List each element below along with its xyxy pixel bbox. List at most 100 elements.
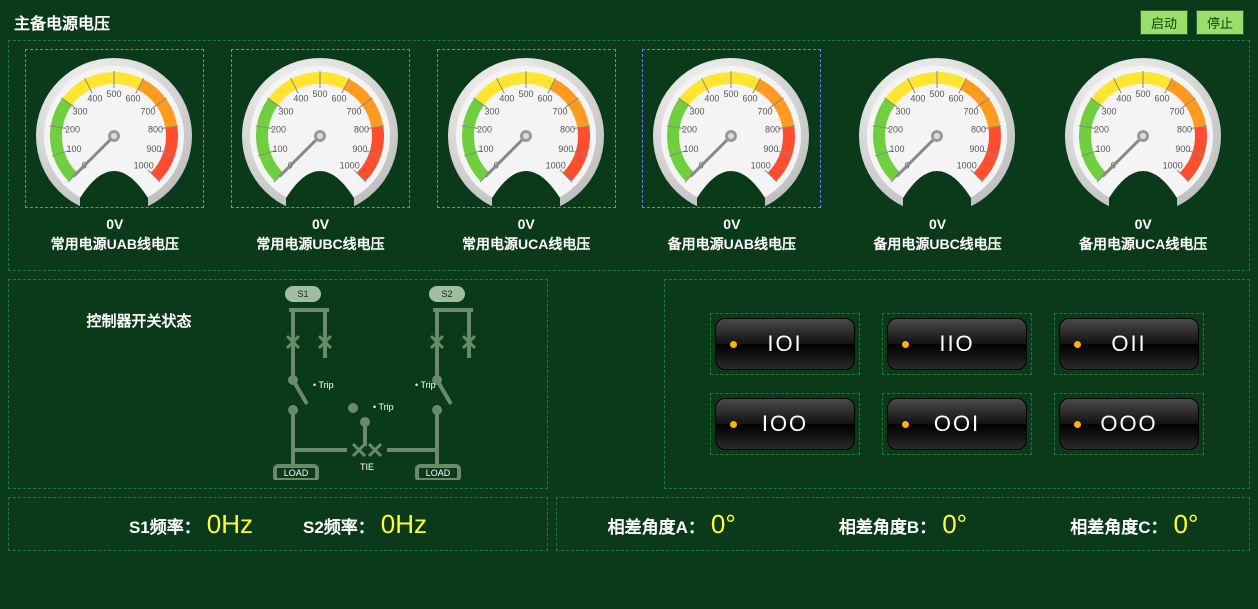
pattern-button-label: IOO [762,411,808,437]
svg-text:900: 900 [147,144,162,154]
gauge-widget[interactable]: 01002003004005006007008009001000 [644,51,819,206]
gauge-label: 备用电源UBC线电压 [838,234,1038,254]
svg-text:700: 700 [141,106,156,116]
svg-text:800: 800 [148,124,163,134]
gauge-label: 常用电源UBC线电压 [221,234,421,254]
svg-text:500: 500 [1135,89,1150,99]
svg-text:200: 200 [271,124,286,134]
pattern-button-label: OOO [1100,411,1157,437]
switch-state-title: 控制器开关状态 [9,280,269,488]
metric-value: 0Hz [207,509,253,540]
indicator-dot-icon [902,341,909,348]
gauge-label: 常用电源UCA线电压 [426,234,626,254]
svg-text:900: 900 [558,144,573,154]
gauge-value: 0V [632,216,832,232]
svg-text:400: 400 [293,94,308,104]
s2-label: S2 [441,289,452,299]
gauge-cell: 01002003004005006007008009001000 0V 常用电源… [221,51,421,254]
svg-text:900: 900 [352,144,367,154]
gauge-cell: 01002003004005006007008009001000 0V 备用电源… [1043,51,1243,254]
switch-diagram: S1 S2 • Trip • Trip • Trip TIE LOAD LOAD [269,280,547,488]
svg-text:400: 400 [910,94,925,104]
gauge-widget[interactable]: 01002003004005006007008009001000 [439,51,614,206]
svg-text:600: 600 [126,94,141,104]
svg-text:500: 500 [518,89,533,99]
indicator-dot-icon [730,421,737,428]
svg-text:600: 600 [949,94,964,104]
svg-text:300: 300 [279,106,294,116]
pattern-button[interactable]: OII [1059,318,1199,370]
svg-text:200: 200 [477,124,492,134]
pattern-panel: IOI IIO OII IOO OOI OOO [664,279,1250,489]
pattern-button-label: IIO [939,331,974,357]
pattern-button[interactable]: IIO [887,318,1027,370]
svg-text:300: 300 [896,106,911,116]
pattern-button-label: OOI [934,411,980,437]
gauges-panel: 01002003004005006007008009001000 0V 常用电源… [8,40,1250,271]
gauge-widget[interactable]: 01002003004005006007008009001000 [850,51,1025,206]
svg-text:200: 200 [65,124,80,134]
svg-text:1000: 1000 [751,161,771,171]
gauge-value: 0V [426,216,626,232]
svg-text:500: 500 [107,89,122,99]
svg-text:100: 100 [478,144,493,154]
gauge-value: 0V [221,216,421,232]
svg-text:700: 700 [1169,106,1184,116]
svg-text:700: 700 [346,106,361,116]
svg-text:900: 900 [1175,144,1190,154]
svg-text:800: 800 [1177,124,1192,134]
gauge-cell: 01002003004005006007008009001000 0V 备用电源… [838,51,1038,254]
indicator-dot-icon [1074,341,1081,348]
svg-text:1000: 1000 [134,161,154,171]
pattern-button[interactable]: IOO [715,398,855,450]
trip-label-2: • Trip [415,380,436,390]
svg-text:300: 300 [1101,106,1116,116]
svg-text:600: 600 [332,94,347,104]
svg-text:600: 600 [743,94,758,104]
s1-label: S1 [297,289,308,299]
gauge-label: 备用电源UCA线电压 [1043,234,1243,254]
svg-text:500: 500 [312,89,327,99]
svg-text:700: 700 [963,106,978,116]
svg-text:800: 800 [765,124,780,134]
gauge-cell: 01002003004005006007008009001000 0V 常用电源… [15,51,215,254]
svg-text:100: 100 [67,144,82,154]
trip-label-1: • Trip [313,380,334,390]
pattern-button[interactable]: OOO [1059,398,1199,450]
pattern-button[interactable]: IOI [715,318,855,370]
gauge-widget[interactable]: 01002003004005006007008009001000 [1056,51,1231,206]
load-label-2: LOAD [426,468,451,478]
svg-text:200: 200 [1094,124,1109,134]
svg-text:300: 300 [73,106,88,116]
metric-value: 0Hz [381,509,427,540]
metric-label: S2频率： [303,513,375,538]
trip-label-3: • Trip [373,402,394,412]
frequency-panel: S1频率：0HzS2频率：0Hz [8,497,548,551]
svg-text:100: 100 [1095,144,1110,154]
svg-text:800: 800 [560,124,575,134]
gauge-widget[interactable]: 01002003004005006007008009001000 [233,51,408,206]
svg-text:300: 300 [484,106,499,116]
svg-text:100: 100 [273,144,288,154]
gauge-label: 常用电源UAB线电压 [15,234,215,254]
svg-text:500: 500 [724,89,739,99]
svg-text:1000: 1000 [1162,161,1182,171]
start-button[interactable]: 启动 [1140,10,1188,35]
gauge-cell: 01002003004005006007008009001000 0V 常用电源… [426,51,626,254]
svg-text:1000: 1000 [340,161,360,171]
svg-text:700: 700 [758,106,773,116]
tie-label: TIE [360,462,374,472]
svg-text:900: 900 [764,144,779,154]
gauge-label: 备用电源UAB线电压 [632,234,832,254]
indicator-dot-icon [1074,421,1081,428]
svg-text:100: 100 [684,144,699,154]
pattern-button-label: IOI [767,331,802,357]
page-title: 主备电源电压 [0,0,1258,40]
gauge-widget[interactable]: 01002003004005006007008009001000 [27,51,202,206]
svg-text:400: 400 [1116,94,1131,104]
stop-button[interactable]: 停止 [1196,10,1244,35]
svg-text:900: 900 [969,144,984,154]
gauge-value: 0V [838,216,1038,232]
svg-text:400: 400 [705,94,720,104]
pattern-button[interactable]: OOI [887,398,1027,450]
